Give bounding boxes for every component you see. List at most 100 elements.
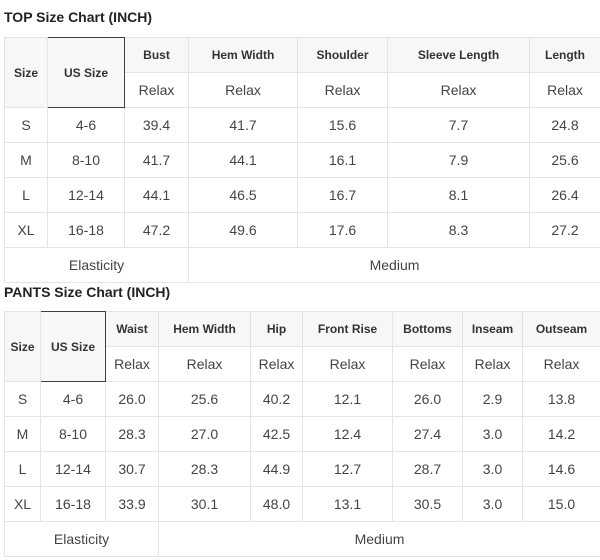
size-cell: S	[4, 107, 48, 143]
us-size-cell: 12-14	[40, 451, 106, 487]
value-cell: 3.0	[462, 451, 523, 487]
size-cell: L	[4, 177, 48, 213]
value-cell: 26.0	[105, 381, 159, 417]
fit-row: Relax Relax Relax Relax Relax	[5, 72, 600, 108]
column-header: Hem Width	[188, 37, 298, 73]
header-row: Size US Size Waist Hem Width Hip Front Rise Bo…	[4, 311, 600, 382]
column-header: Waist	[105, 311, 159, 347]
fit-cell: Relax	[297, 72, 388, 108]
value-cell: 28.3	[105, 416, 159, 452]
value-cell: 27.2	[529, 212, 600, 248]
value-cell: 42.5	[250, 416, 303, 452]
size-cell: XL	[4, 212, 48, 248]
column-header: Inseam	[462, 311, 523, 347]
us-size-cell: 4-6	[40, 381, 106, 417]
us-size-cell: 4-6	[47, 107, 125, 143]
value-cell: 8.3	[387, 212, 530, 248]
us-size-header: US Size	[47, 37, 125, 108]
value-cell: 7.9	[387, 142, 530, 178]
size-header: Size	[4, 37, 48, 108]
value-cell: 46.5	[188, 177, 298, 213]
size-cell: M	[4, 416, 41, 452]
fit-cell: Relax	[392, 346, 463, 382]
elasticity-row: Elasticity Medium	[4, 521, 600, 557]
value-cell: 7.7	[387, 107, 530, 143]
fit-cell: Relax	[462, 346, 523, 382]
top-table-body: Size US Size Bust Hem Width Shoulder Sleeve L…	[4, 37, 600, 283]
value-cell: 8.1	[387, 177, 530, 213]
value-cell: 12.1	[302, 381, 393, 417]
value-cell: 2.9	[462, 381, 523, 417]
us-size-cell: 16-18	[47, 212, 125, 248]
value-cell: 13.1	[302, 486, 393, 522]
size-cell: XL	[4, 486, 41, 522]
value-cell: 28.3	[158, 451, 251, 487]
column-header: Bottoms	[392, 311, 463, 347]
column-header: Hip	[250, 311, 303, 347]
pants-chart-title: PANTS Size Chart (INCH)	[4, 284, 171, 300]
value-cell: 30.7	[105, 451, 159, 487]
table-row: S 4-6 26.0 25.6 40.2 12.1 26.0 2.9 13.8	[4, 381, 600, 417]
value-cell: 26.4	[529, 177, 600, 213]
value-cell: 49.6	[188, 212, 298, 248]
pants-table-body: Size US Size Waist Hem Width Hip Front Rise Bo…	[4, 311, 600, 557]
size-header: Size	[4, 311, 41, 382]
table-row: XL 16-18 47.2 49.6 17.6 8.3 27.2	[4, 212, 600, 248]
fit-cell: Relax	[529, 72, 600, 108]
value-cell: 41.7	[124, 142, 189, 178]
us-size-cell: 12-14	[47, 177, 125, 213]
value-cell: 14.6	[522, 451, 600, 487]
table-row: XL 16-18 33.9 30.1 48.0 13.1 30.5 3.0 15.0	[4, 486, 600, 522]
size-cell: L	[4, 451, 41, 487]
fit-cell: Relax	[188, 72, 298, 108]
elasticity-row: Elasticity Medium	[4, 247, 600, 283]
elasticity-value: Medium	[158, 521, 600, 557]
value-cell: 44.1	[124, 177, 189, 213]
column-header: Hem Width	[158, 311, 251, 347]
value-cell: 47.2	[124, 212, 189, 248]
value-cell: 25.6	[529, 142, 600, 178]
fit-cell: Relax	[105, 346, 159, 382]
value-cell: 12.7	[302, 451, 393, 487]
value-cell: 25.6	[158, 381, 251, 417]
elasticity-label: Elasticity	[4, 521, 159, 557]
value-cell: 13.8	[522, 381, 600, 417]
column-header: Length	[529, 37, 600, 73]
value-cell: 44.9	[250, 451, 303, 487]
value-cell: 27.0	[158, 416, 251, 452]
us-size-cell: 16-18	[40, 486, 106, 522]
fit-cell: Relax	[302, 346, 393, 382]
column-header: Shoulder	[297, 37, 388, 73]
value-cell: 30.1	[158, 486, 251, 522]
table-row: M 8-10 28.3 27.0 42.5 12.4 27.4 3.0 14.2	[4, 416, 600, 452]
value-cell: 33.9	[105, 486, 159, 522]
elasticity-value: Medium	[188, 247, 600, 283]
value-cell: 15.6	[297, 107, 388, 143]
header-row: Size US Size Bust Hem Width Shoulder Sleeve L…	[4, 37, 600, 108]
table-row: L 12-14 44.1 46.5 16.7 8.1 26.4	[4, 177, 600, 213]
table-row: M 8-10 41.7 44.1 16.1 7.9 25.6	[4, 142, 600, 178]
value-cell: 30.5	[392, 486, 463, 522]
fit-cell: Relax	[124, 72, 189, 108]
fit-cell: Relax	[522, 346, 600, 382]
value-cell: 39.4	[124, 107, 189, 143]
column-header: Front Rise	[302, 311, 393, 347]
value-cell: 24.8	[529, 107, 600, 143]
fit-cell: Relax	[387, 72, 530, 108]
value-cell: 15.0	[522, 486, 600, 522]
fit-cell: Relax	[250, 346, 303, 382]
us-size-cell: 8-10	[40, 416, 106, 452]
column-header: Outseam	[522, 311, 600, 347]
size-cell: S	[4, 381, 41, 417]
table-row: L 12-14 30.7 28.3 44.9 12.7 28.7 3.0 14.6	[4, 451, 600, 487]
fit-cell: Relax	[158, 346, 251, 382]
column-header: Sleeve Length	[387, 37, 530, 73]
value-cell: 16.7	[297, 177, 388, 213]
value-cell: 44.1	[188, 142, 298, 178]
top-chart-title: TOP Size Chart (INCH)	[4, 9, 153, 25]
value-cell: 16.1	[297, 142, 388, 178]
value-cell: 14.2	[522, 416, 600, 452]
value-cell: 40.2	[250, 381, 303, 417]
column-header: Bust	[124, 37, 189, 73]
pants-size-table: Size US Size Waist Hem Width Hip Front Rise Bo…	[4, 311, 600, 557]
